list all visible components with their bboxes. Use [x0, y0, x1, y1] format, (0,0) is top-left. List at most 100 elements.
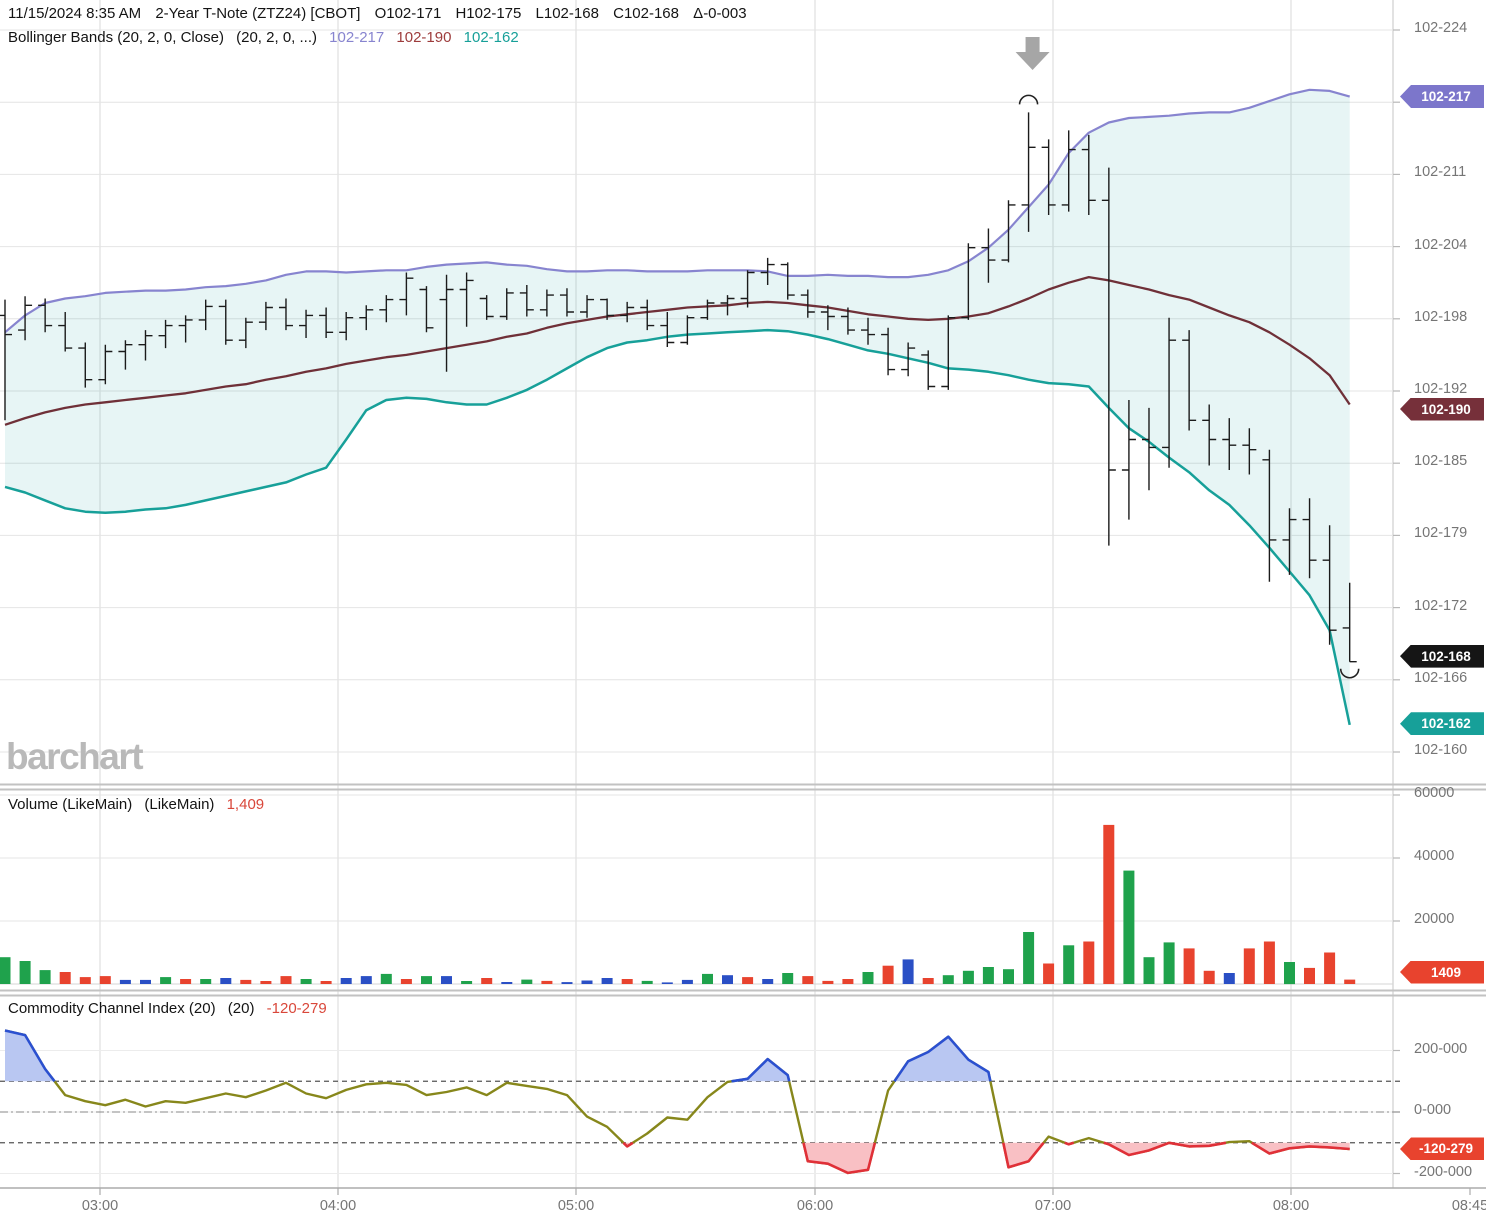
- price-badge-lower: 102-162: [1400, 712, 1484, 736]
- volume-bar: [1003, 969, 1014, 984]
- volume-panel-label: Volume (LikeMain) (LikeMain) 1,409: [8, 796, 272, 813]
- volume-bar: [99, 976, 111, 984]
- volume-current-value: 1,409: [226, 796, 265, 813]
- volume-bar: [160, 977, 172, 984]
- ohlc-bar: [881, 327, 896, 376]
- ohlc-bar: [319, 307, 334, 338]
- ohlc-bar: [78, 342, 93, 388]
- cci-overbought-fill: [5, 1030, 55, 1082]
- cci-panel-label: Commodity Channel Index (20) (20) -120-2…: [8, 1000, 335, 1017]
- ohlc-bar: [38, 298, 53, 333]
- bollinger-upper-value: 102-217: [329, 29, 385, 46]
- ohlc-bar: [740, 270, 755, 308]
- time-axis-label: 04:00: [319, 1198, 357, 1214]
- cci-overbought-fill: [894, 1036, 991, 1082]
- volume-bar: [441, 976, 452, 984]
- ohlc-bar: [479, 295, 494, 320]
- header-high: H102-175: [455, 5, 522, 22]
- ohlc-bar: [1282, 508, 1297, 575]
- volume-bar: [1163, 942, 1175, 984]
- cci-overbought-segment: [893, 1035, 992, 1083]
- ohlc-bar: [98, 344, 113, 385]
- header-close: C102-168: [613, 5, 679, 22]
- study-params: (20, 2, 0, ...): [236, 29, 317, 46]
- cci-oversold-segment: [1103, 1141, 1170, 1157]
- price-axis-label: 102-172: [1414, 597, 1468, 614]
- volume-bar: [902, 959, 914, 984]
- ohlc-bar: [198, 299, 213, 331]
- volume-bar: [681, 979, 693, 984]
- ohlc-bar: [780, 262, 795, 300]
- cci-oversold-fill: [1103, 1142, 1170, 1155]
- ohlc-bar: [238, 317, 253, 349]
- ohlc-bar: [1141, 407, 1156, 491]
- down-arrow-icon: [1015, 37, 1050, 70]
- ohlc-bar: [680, 315, 695, 345]
- volume-bar: [340, 978, 352, 984]
- volume-bar: [1324, 952, 1336, 984]
- ohlc-bar: [1342, 582, 1357, 663]
- volume-bar: [581, 980, 593, 984]
- ohlc-bar: [379, 295, 394, 323]
- volume-params: (LikeMain): [144, 796, 215, 813]
- time-axis-label: 06:00: [796, 1198, 834, 1214]
- ohlc-bar: [600, 298, 615, 320]
- header-open: O102-171: [374, 5, 442, 22]
- volume-bar: [1203, 970, 1215, 984]
- volume-bar: [1123, 870, 1135, 984]
- price-axis-label: 102-198: [1414, 308, 1468, 325]
- volume-bar: [802, 976, 814, 984]
- ohlc-bar: [660, 312, 675, 347]
- time-axis-label: 07:00: [1034, 1198, 1072, 1214]
- ohlc-bar: [1162, 317, 1177, 468]
- ohlc-bar: [559, 288, 574, 317]
- price-axis-label: 102-185: [1414, 453, 1468, 470]
- volume-bar: [1083, 941, 1095, 984]
- ohlc-bar: [258, 301, 273, 331]
- ohlc-bar: [961, 243, 976, 320]
- volume-bar: [481, 978, 493, 984]
- cci-oversold-fill: [803, 1142, 875, 1173]
- volume-bar: [200, 979, 212, 984]
- volume-bar: [1043, 963, 1055, 984]
- volume-bar: [39, 970, 51, 984]
- volume-bar: [822, 980, 834, 984]
- ohlc-bar: [861, 317, 876, 345]
- cci-axis-label: 0-000: [1414, 1102, 1452, 1118]
- cci-axis-label: 200-000: [1414, 1040, 1468, 1057]
- ohlc-bar: [178, 315, 193, 343]
- cci-overbought-fill: [731, 1059, 790, 1082]
- volume-bar: [742, 977, 754, 984]
- volume-label[interactable]: Volume (LikeMain): [8, 796, 133, 813]
- volume-bar: [641, 980, 653, 984]
- study-name[interactable]: Bollinger Bands (20, 2, 0, Close): [8, 29, 224, 46]
- volume-bar: [1304, 967, 1315, 984]
- ohlc-bar: [18, 296, 33, 341]
- volume-bar: [661, 982, 673, 984]
- ohlc-bar: [760, 257, 775, 285]
- volume-bar: [400, 979, 412, 984]
- header-symbol: 2-Year T-Note (ZTZ24) [CBOT]: [155, 5, 361, 22]
- cci-label[interactable]: Commodity Channel Index (20): [8, 1000, 216, 1017]
- price-axis-label: 102-192: [1414, 381, 1468, 397]
- time-axis-label: 03:00: [81, 1198, 119, 1214]
- ohlc-bar: [901, 342, 916, 377]
- ohlc-bar: [1001, 200, 1016, 263]
- volume-badge: 1409: [1400, 960, 1484, 984]
- ohlc-bar: [1182, 330, 1197, 431]
- barchart-watermark-logo: barchart: [6, 736, 144, 777]
- cci-current-value: -120-279: [266, 1000, 327, 1017]
- ohlc-bar: [299, 309, 314, 338]
- ohlc-bar: [720, 295, 735, 316]
- volume-bar: [1103, 824, 1115, 984]
- ohlc-bar: [1061, 130, 1076, 212]
- volume-bar: [922, 978, 934, 984]
- bollinger-lower-line: [4, 328, 1351, 726]
- volume-bar: [1143, 957, 1155, 984]
- ohlc-bar: [820, 305, 835, 331]
- volume-bar: [260, 981, 272, 984]
- ohlc-bar: [158, 319, 173, 349]
- volume-bar: [59, 972, 71, 984]
- header-low: L102-168: [535, 5, 599, 22]
